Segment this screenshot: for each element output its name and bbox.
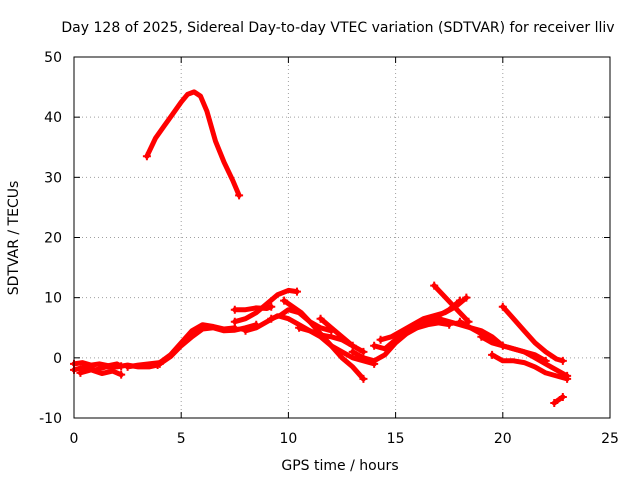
series-arc-22 [500,304,566,364]
y-axis-label: SDTVAR / TECUs [6,181,22,296]
series-endpoint-marker [230,305,239,314]
series-endpoint-marker [267,314,276,323]
series-endpoint-marker [241,326,250,335]
series-endpoint-marker [558,392,567,401]
series-endpoint-marker [359,347,368,356]
series-layer [70,89,572,407]
x-tick-label: 0 [70,431,79,447]
series-endpoint-marker [430,281,439,290]
series-arc-13 [318,316,356,349]
series-endpoint-marker [117,370,126,379]
x-axis-label: GPS time / hours [281,458,398,474]
x-tick-label: 5 [177,431,186,447]
series-arc-11 [268,307,334,334]
series-endpoint-marker [295,323,304,332]
series-arc-20 [478,334,570,379]
y-tick-label: -10 [39,411,62,427]
y-tick-label: 40 [44,110,62,126]
series-endpoint-marker [563,374,572,383]
chart-title: Day 128 of 2025, Sidereal Day-to-day VTE… [61,20,614,36]
series-endpoint-marker [423,317,432,326]
series-arc-5 [157,322,259,367]
series-endpoint-marker [348,347,357,356]
series-arc-6 [144,89,242,198]
series-endpoint-marker [280,296,289,305]
series-arc-17 [431,283,471,325]
series-endpoint-marker [230,317,239,326]
x-tick-label: 20 [494,431,512,447]
series-endpoint-marker [558,356,567,365]
series-endpoint-marker [488,350,497,359]
series-endpoint-marker [477,332,486,341]
y-tick-label: 20 [44,231,62,247]
series-endpoint-marker [498,302,507,311]
series-arc-2 [71,360,124,369]
x-tick-label: 25 [601,431,619,447]
series-arc-16 [378,295,469,343]
x-tick-label: 15 [387,431,405,447]
series-endpoint-marker [155,359,164,368]
series-endpoint-marker [455,317,464,326]
series-endpoint-marker [76,368,85,377]
series-arc-21 [489,352,570,382]
y-tick-label: 30 [44,170,62,186]
series-endpoint-marker [462,293,471,302]
series-endpoint-marker [550,398,559,407]
series-arc-8 [232,304,274,313]
series-endpoint-marker [370,341,379,350]
y-tick-label: 50 [44,50,62,66]
axis-ticks: 0 5 10 15 20 25 -10 0 10 20 30 40 50 [39,50,619,447]
series-arc-7 [232,287,300,325]
series-endpoint-marker [359,374,368,383]
series-endpoint-marker [376,335,385,344]
y-tick-label: 0 [53,351,62,367]
series-arc-3 [77,367,124,378]
series-endpoint-marker [292,287,301,296]
series-endpoint-marker [316,314,325,323]
series-endpoint-marker [267,302,276,311]
series-endpoint-marker [142,152,151,161]
series-endpoint-marker [235,191,244,200]
x-tick-label: 10 [279,431,297,447]
series-endpoint-marker [123,362,132,371]
y-tick-label: 10 [44,291,62,307]
series-arc-1 [71,362,161,373]
